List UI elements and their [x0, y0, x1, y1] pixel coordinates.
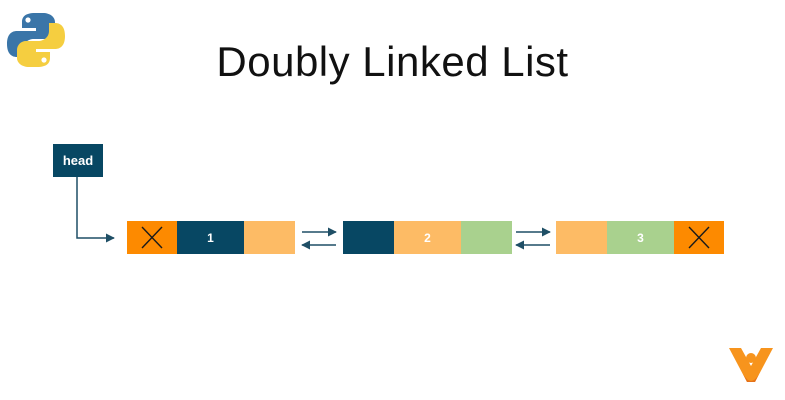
- node-1-prev-null: [127, 221, 177, 254]
- head-label: head: [62, 153, 94, 168]
- python-logo-icon: [7, 13, 65, 67]
- node-3-next-null: [674, 221, 724, 254]
- node-2-prev-pointer: [343, 221, 394, 254]
- node-1-data: 1: [177, 221, 244, 254]
- diagram-title-text: Doubly Linked List: [216, 38, 569, 85]
- diagram-title: Doubly Linked List: [0, 38, 785, 86]
- head-connector-line: [76, 177, 115, 243]
- node-3-data: 3: [607, 221, 674, 254]
- null-x-icon: [141, 226, 163, 249]
- node-2-value: 2: [424, 230, 431, 245]
- null-x-icon: [688, 226, 710, 249]
- head-pointer-box: head: [53, 144, 103, 177]
- brand-logo-icon: [729, 348, 773, 382]
- node-1-next-pointer: [244, 221, 295, 254]
- node-1-value: 1: [207, 230, 214, 245]
- node-2-data: 2: [394, 221, 461, 254]
- node-2-next-pointer: [461, 221, 512, 254]
- node-3-prev-pointer: [556, 221, 607, 254]
- node-3-value: 3: [637, 230, 644, 245]
